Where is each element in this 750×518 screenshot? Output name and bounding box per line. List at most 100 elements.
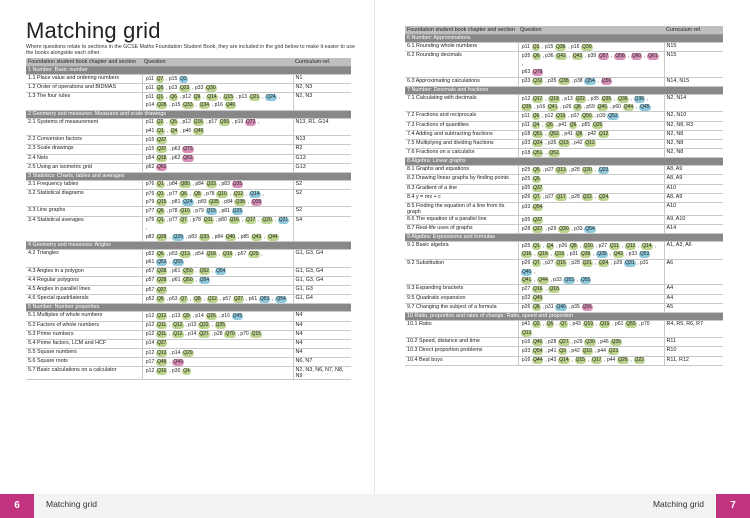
page-reference: , p33	[550, 276, 562, 283]
question-tag: Q6	[545, 122, 554, 130]
page-reference: ,	[646, 95, 649, 102]
question-tag: Q12	[156, 312, 168, 320]
page-reference: p52	[145, 250, 155, 257]
question-tag: Q14	[558, 357, 570, 365]
question-cell: p11 Q6, p12 Q19, p37 Q50, p33 Q52	[518, 111, 665, 122]
question-tag: Q40	[224, 233, 237, 241]
page-reference: ,	[545, 131, 547, 138]
table-row: 3.4 Statistical averages p76 Q1, p77 Q7, …	[26, 216, 351, 243]
page-reference: , p16	[568, 43, 580, 50]
page-number-left: 6	[0, 494, 34, 518]
curriculum-ref-cell: A4	[664, 294, 723, 304]
curriculum-ref-cell: N2, N14	[664, 94, 723, 113]
question-line: p52 Q6, p53 Q13, p54 Q18, Q19, p57 Q29,	[145, 250, 291, 258]
chapter-section-cell: 3.2 Statistical diagrams	[26, 189, 143, 208]
page-reference: , p13	[561, 95, 573, 102]
page-reference: p33	[521, 348, 531, 355]
question-tag: Q44	[532, 357, 544, 365]
table-row: 8.6 The equation of a parallel line p35 Q…	[405, 215, 723, 226]
question-cell: p33 Q54, p41 Q3, p42 Q10, p44 Q23	[518, 346, 665, 357]
table-row: 2.3 Scale drawings p15 Q37, p63 Q73 R2	[26, 144, 351, 155]
question-tag: Q22	[574, 95, 587, 103]
chapter-section-cell: 10.4 Best buys	[405, 356, 519, 366]
question-tag: Q33	[182, 102, 194, 110]
page-reference: ,	[211, 322, 213, 329]
question-tag: Q22	[581, 194, 593, 202]
curriculum-ref-cell: N13, R1, G14	[293, 118, 351, 137]
question-tag: Q29	[172, 233, 184, 241]
header-curriculum: Curriculum ref.	[664, 26, 723, 35]
page-reference: , p35	[545, 78, 557, 85]
question-line: p12 Q10, p30 Q4	[145, 367, 291, 376]
question-line: p15 Q37, p63 Q73	[145, 145, 291, 153]
question-tag: Q49	[532, 295, 544, 303]
question-cell: p32 Q49	[518, 294, 665, 304]
question-line: p11 Q6, p12 Q19, p37 Q50, p33 Q52	[521, 112, 662, 120]
page-reference: p25	[521, 166, 531, 173]
page-reference: ,	[542, 242, 544, 249]
table-row: 8.3 Gradient of a line p35 Q37 A10	[405, 184, 723, 194]
page-reference: , p83	[218, 181, 230, 188]
page-reference: ,	[262, 93, 264, 100]
question-cell: p57 Q28, p61 Q50, Q54	[142, 276, 294, 286]
table-row: 7.4 Adding and subtracting fractions p18 …	[405, 130, 723, 140]
question-tag: Q27	[198, 331, 210, 339]
curriculum-ref-cell: N4	[293, 339, 351, 350]
question-cell: p35 Q6, p36 Q42, Q43, p39 Q57, Q58, Q60,…	[518, 51, 665, 78]
question-tag: Q12	[172, 331, 184, 339]
page-reference: p14	[145, 340, 155, 347]
question-tag: Q58	[614, 52, 626, 60]
question-tag: Q14	[641, 242, 653, 250]
page-reference: ,	[211, 268, 214, 275]
page-reference: , p16	[218, 312, 230, 319]
question-tag: Q6	[156, 295, 165, 303]
question-cell: p76 Q1, p84 Q80, p84 Q23, p83 Q35	[142, 180, 294, 191]
question-tag: Q11	[202, 217, 214, 225]
page-reference: p15	[145, 145, 155, 152]
question-tag: Q49	[172, 358, 184, 366]
section-heading-row: 8 Algebra: Linear graphs	[405, 157, 723, 167]
chapter-section-cell: 8.6 The equation of a parallel line	[405, 215, 519, 226]
question-tag: Q10	[179, 208, 191, 216]
question-tag: Q50	[182, 277, 194, 285]
chapter-section-cell: 8.5 Finding the equation of a line from …	[405, 202, 519, 216]
question-tag: Q12	[584, 140, 596, 148]
page-reference: p18	[521, 131, 531, 138]
question-cell: p77 Q6, p78 Q10, p79 Q15, p81 Q25	[142, 206, 294, 217]
question-tag: Q38	[579, 251, 592, 259]
page-number-right: 7	[716, 494, 750, 518]
page-reference: p26	[521, 304, 531, 311]
section-heading-row: 1 Number: Basic number	[26, 66, 351, 75]
header-question: Question	[142, 58, 293, 67]
question-line: p76 Q1, p77 Q7, p78 Q11, p80 Q16, Q17, Q…	[145, 217, 291, 233]
table-row: 9.1 Basic algebra p25 Q1, Q4, p26 Q8, Q10…	[405, 241, 723, 260]
page-reference: , p31	[542, 304, 554, 311]
page-reference: p33	[521, 78, 531, 85]
page-reference: , p27	[542, 166, 554, 173]
page-reference: ,	[229, 190, 231, 197]
page-reference: , p39	[585, 52, 597, 59]
page-reference: ,	[597, 78, 599, 85]
question-tag: Q54	[198, 277, 211, 285]
page-reference: ,	[613, 95, 616, 102]
chapter-section-cell: 8.3 Gradient of a line	[405, 184, 519, 194]
question-tag: Q55	[579, 276, 592, 284]
question-tag: Q10	[156, 368, 168, 376]
question-tag: Q13	[555, 166, 567, 174]
page-reference: , p61	[169, 277, 181, 284]
section-heading-row: 9 Algebra: Expressions and formulae	[405, 233, 723, 243]
page-reference: p54	[145, 155, 155, 162]
page-reference: ,	[587, 357, 590, 364]
curriculum-ref-cell: R11	[664, 337, 723, 348]
curriculum-ref-cell: N4	[293, 348, 351, 359]
page-reference: , p63	[169, 145, 181, 152]
question-tag: Q9	[182, 312, 191, 320]
question-tag: Q16	[520, 251, 533, 259]
question-tag: Q24	[532, 140, 544, 148]
question-cell: p26 Q8, p31 Q40, p35 Q56	[518, 303, 665, 313]
table-row: 4.2 Triangles p52 Q6, p53 Q13, p54 Q18, Q…	[26, 249, 351, 268]
question-tag: Q12	[172, 322, 184, 330]
question-cell: p18 Q51, Q52	[518, 148, 665, 159]
question-tag: Q56	[600, 78, 613, 86]
chapter-section-cell: 2.1 Systems of measurement	[26, 118, 143, 137]
